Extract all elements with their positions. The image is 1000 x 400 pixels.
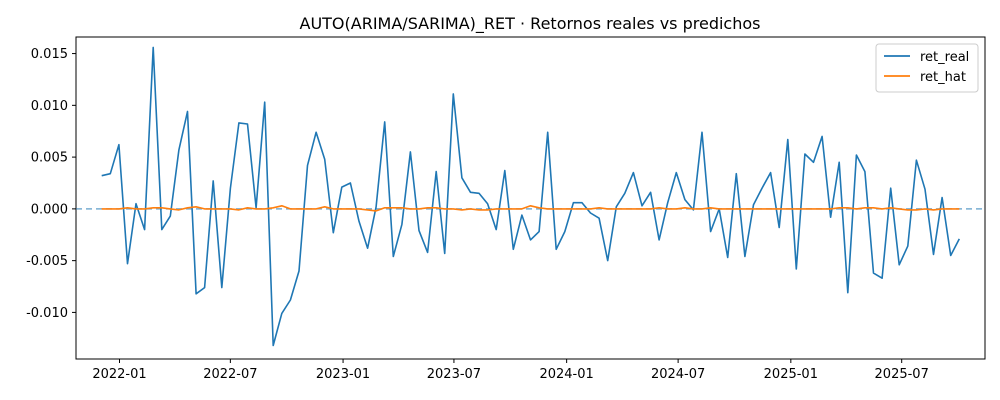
x-tick-label: 2023-01	[316, 367, 370, 382]
series-layer	[101, 46, 961, 347]
x-tick-label: 2024-07	[651, 367, 705, 382]
y-tick-label: 0.015	[31, 47, 68, 62]
legend: ret_real ret_hat	[875, 43, 979, 93]
x-tick-label: 2024-01	[539, 367, 593, 382]
legend-label-ret-real: ret_real	[920, 50, 969, 65]
x-tick-label: 2022-01	[92, 367, 146, 382]
series-line-ret-real	[101, 46, 961, 347]
legend-label-ret-hat: ret_hat	[920, 70, 966, 85]
y-tick-label: 0.005	[31, 151, 68, 166]
y-tick-label: 0.000	[31, 202, 68, 217]
chart-title: AUTO(ARIMA/SARIMA)_RET · Retornos reales…	[300, 14, 761, 34]
y-tick-label: -0.005	[26, 254, 68, 269]
y-axis: 0.015 0.010 0.005 0.000 -0.005 -0.010	[26, 47, 76, 321]
x-tick-label: 2023-07	[427, 367, 481, 382]
x-axis: 2022-01 2022-07 2023-01 2023-07 2024-01 2024-…	[92, 359, 929, 382]
y-tick-label: -0.010	[26, 306, 68, 321]
y-tick-label: 0.010	[31, 99, 68, 114]
plot-frame	[75, 36, 986, 360]
x-tick-label: 2022-07	[203, 367, 257, 382]
series-line-ret-hat	[101, 205, 960, 212]
x-tick-label: 2025-07	[875, 367, 929, 382]
x-tick-label: 2025-01	[764, 367, 818, 382]
